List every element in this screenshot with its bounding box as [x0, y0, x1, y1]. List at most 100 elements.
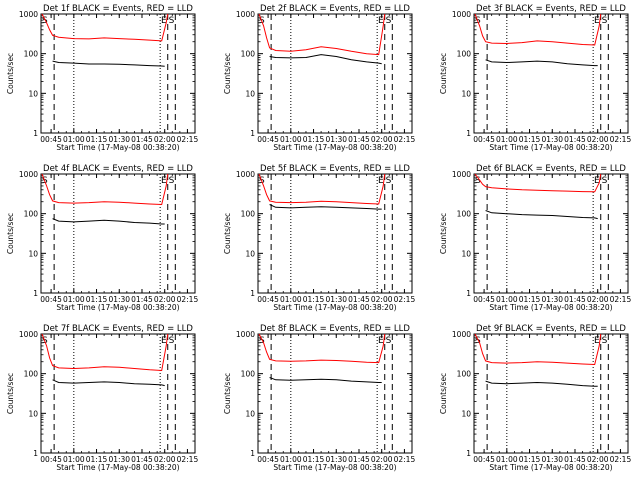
- time-marker-label: E: [594, 336, 600, 346]
- y-tick-label: 100: [241, 210, 256, 219]
- y-tick-label: 1: [33, 449, 38, 458]
- y-axis-label: Counts/sec: [6, 213, 15, 254]
- series-line-events: [52, 379, 165, 387]
- time-marker-label: E: [161, 336, 167, 346]
- x-tick-label: 02:00: [587, 455, 609, 464]
- time-marker-label: S: [386, 176, 392, 186]
- y-tick-label: 100: [241, 50, 256, 59]
- plot-frame: [257, 173, 413, 294]
- y-axis-label: Counts/sec: [223, 213, 232, 254]
- x-tick-label: 01:00: [496, 455, 518, 464]
- detector-plot: Det 1f BLACK = Events, RED = LLD 1 10 100 10…: [6, 4, 198, 152]
- x-tick-label: 02:15: [394, 135, 416, 144]
- x-tick-label: 01:15: [86, 295, 108, 304]
- x-tick-label: 02:00: [587, 135, 609, 144]
- x-tick-label: 01:00: [496, 135, 518, 144]
- x-tick-label: 01:30: [325, 455, 347, 464]
- x-tick-label: 01:45: [348, 455, 370, 464]
- x-axis-label: Start Time (17-May-08 00:38:20): [489, 143, 612, 152]
- y-tick-label: 1000: [236, 10, 255, 19]
- detector-plot: Det 2f BLACK = Events, RED = LLD 1 10 100 10…: [223, 4, 415, 152]
- y-tick-label: 10: [461, 409, 471, 418]
- x-tick-label: 02:00: [154, 455, 176, 464]
- detector-plot: Det 7f BLACK = Events, RED = LLD 1 10 100 10…: [6, 324, 198, 472]
- x-tick-label: 01:30: [325, 135, 347, 144]
- x-tick-label: 01:15: [303, 455, 325, 464]
- x-tick-label: 02:15: [394, 455, 416, 464]
- x-tick-label: 01:45: [564, 295, 586, 304]
- x-tick-label: 01:15: [303, 295, 325, 304]
- x-tick-label: 02:00: [587, 295, 609, 304]
- x-axis-label: Start Time (17-May-08 00:38:20): [273, 143, 396, 152]
- time-marker-label: S: [169, 336, 175, 346]
- x-tick-label: 01:45: [131, 295, 153, 304]
- x-tick-label: 02:15: [177, 295, 199, 304]
- y-tick-label: 1000: [19, 330, 38, 339]
- y-tick-label: 1000: [19, 170, 38, 179]
- x-tick-label: 01:30: [541, 295, 563, 304]
- x-tick-label: 01:45: [348, 135, 370, 144]
- y-tick-label: 1: [250, 449, 255, 458]
- plot-title: Det 2f BLACK = Events, RED = LLD: [260, 4, 410, 14]
- y-tick-label: 1000: [452, 330, 471, 339]
- series-line-events: [485, 380, 598, 387]
- plot-title: Det 7f BLACK = Events, RED = LLD: [43, 324, 193, 334]
- series-line-events: [52, 60, 165, 67]
- y-tick-label: 1: [33, 129, 38, 138]
- x-axis-label: Start Time (17-May-08 00:38:20): [273, 463, 396, 472]
- y-axis-label: Counts/sec: [223, 373, 232, 414]
- x-tick-label: 01:00: [496, 295, 518, 304]
- x-axis-label: Start Time (17-May-08 00:38:20): [56, 303, 179, 312]
- series-line-lld: [41, 13, 169, 42]
- y-tick-label: 10: [28, 409, 38, 418]
- x-tick-label: 01:00: [280, 455, 302, 464]
- detector-plot: Det 9f BLACK = Events, RED = LLD 1 10 100 10…: [439, 324, 631, 472]
- plot-frame: [257, 13, 413, 134]
- y-tick-label: 1000: [19, 10, 38, 19]
- x-tick-label: 01:45: [564, 135, 586, 144]
- plot-title: Det 6f BLACK = Events, RED = LLD: [476, 164, 626, 174]
- x-tick-label: 00:45: [40, 135, 62, 144]
- time-marker-label: E: [378, 176, 384, 186]
- time-marker-label: S: [602, 176, 608, 186]
- x-tick-label: 02:15: [394, 295, 416, 304]
- y-tick-label: 1: [33, 289, 38, 298]
- series-line-lld: [41, 333, 169, 372]
- x-tick-label: 02:15: [610, 295, 632, 304]
- detector-plot: Det 4f BLACK = Events, RED = LLD 1 10 100 10…: [6, 164, 198, 312]
- x-tick-label: 00:45: [257, 455, 279, 464]
- y-tick-label: 10: [245, 249, 255, 258]
- y-tick-label: 1000: [236, 330, 255, 339]
- time-marker-label: S: [386, 336, 392, 346]
- y-tick-label: 100: [24, 210, 39, 219]
- x-tick-label: 01:30: [108, 135, 130, 144]
- x-tick-label: 00:45: [40, 295, 62, 304]
- y-tick-label: 10: [28, 89, 38, 98]
- x-axis-label: Start Time (17-May-08 00:38:20): [489, 303, 612, 312]
- time-marker-label: E: [378, 336, 384, 346]
- series-line-events: [485, 210, 598, 220]
- y-tick-label: 100: [457, 370, 472, 379]
- y-tick-label: 1: [466, 289, 471, 298]
- y-tick-label: 10: [245, 89, 255, 98]
- x-tick-label: 01:45: [564, 455, 586, 464]
- x-axis-label: Start Time (17-May-08 00:38:20): [273, 303, 396, 312]
- series-line-lld: [474, 333, 602, 366]
- x-tick-label: 00:45: [473, 135, 495, 144]
- x-tick-label: 00:45: [40, 455, 62, 464]
- series-line-events: [485, 59, 598, 67]
- y-tick-label: 1000: [452, 10, 471, 19]
- plot-title: Det 4f BLACK = Events, RED = LLD: [43, 164, 193, 174]
- x-tick-label: 01:00: [280, 295, 302, 304]
- time-marker-label: S: [602, 336, 608, 346]
- plot-frame: [40, 333, 196, 454]
- x-tick-label: 01:45: [348, 295, 370, 304]
- x-tick-label: 02:00: [371, 455, 393, 464]
- y-axis-label: Counts/sec: [439, 53, 448, 94]
- series-line-lld: [258, 333, 386, 364]
- plot-frame: [40, 173, 196, 294]
- y-axis-label: Counts/sec: [6, 373, 15, 414]
- y-tick-label: 10: [28, 249, 38, 258]
